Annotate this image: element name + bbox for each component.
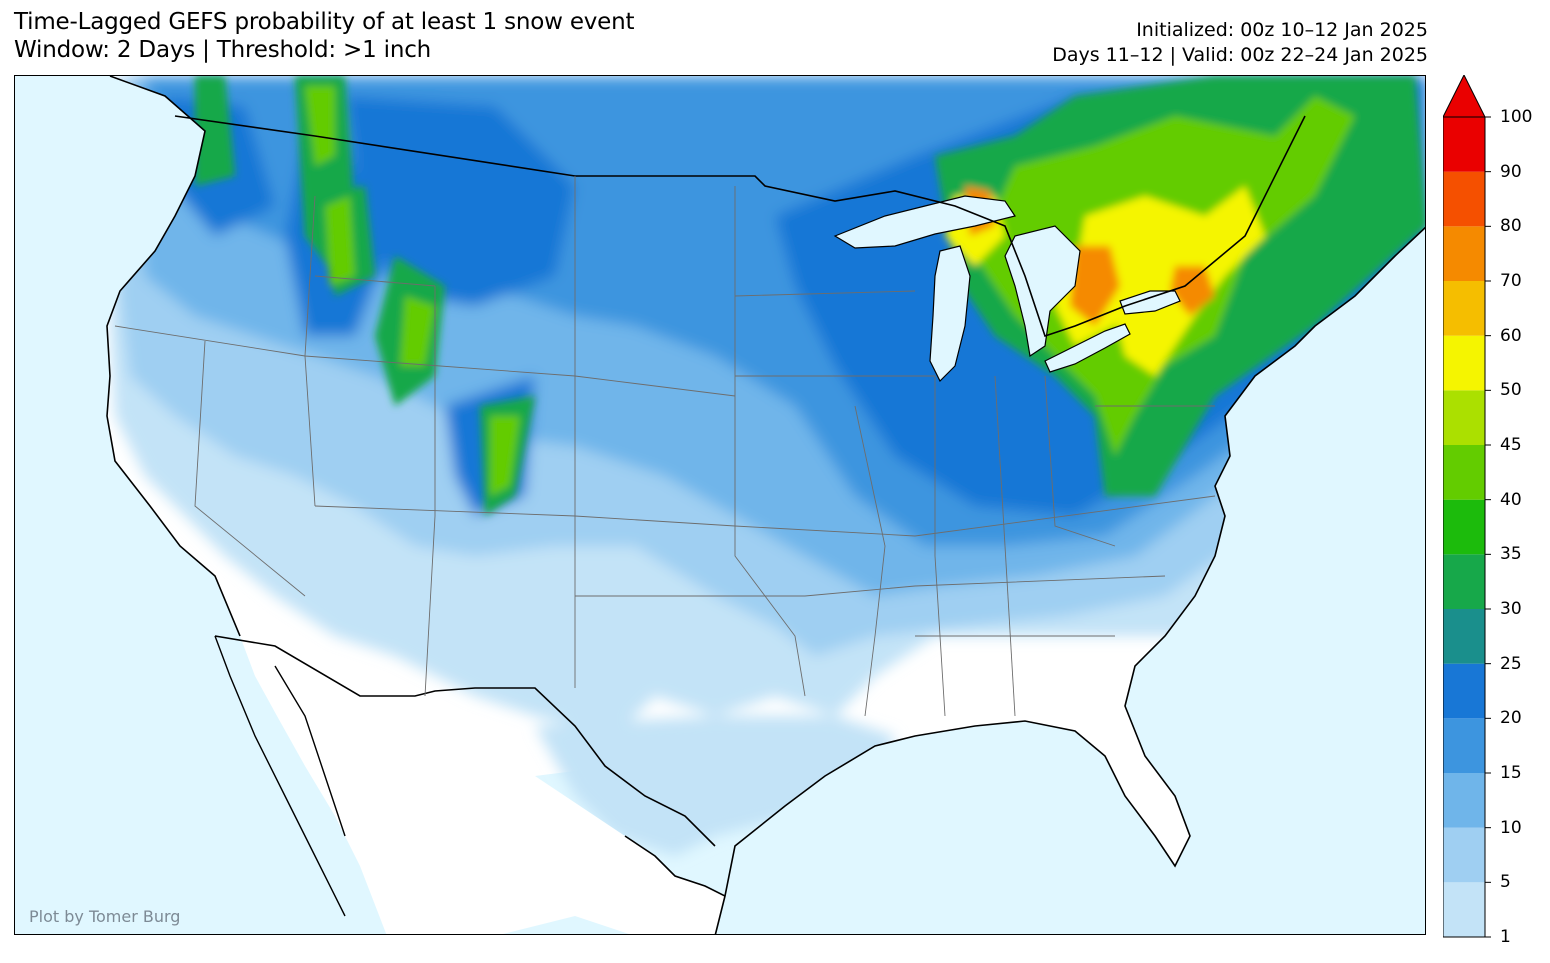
map-panel: Plot by Tomer Burg [14,75,1426,935]
colorbar-tick-label: 100 [1500,107,1533,127]
colorbar-bin [1443,226,1485,281]
colorbar-bin [1443,718,1485,773]
prob-70-80 [965,186,1215,326]
init-time: Initialized: 00z 10–12 Jan 2025 [1136,19,1428,41]
colorbar-swatches [1443,75,1491,938]
colorbar-frame [1443,116,1486,938]
colorbar: 1 5 10 15 20 25 30 35 40 45 50 60 70 80 90 100 [1443,75,1550,947]
colorbar-tick-label: 20 [1500,708,1522,729]
colorbar-bin [1443,445,1485,500]
credit-text: Plot by Tomer Burg [29,907,181,926]
run-info: Initialized: 00z 10–12 Jan 2025 Days 11–… [1052,18,1428,68]
prob-35-45 [305,86,1355,496]
lake-huron [1004,225,1081,358]
colorbar-bin [1443,773,1485,828]
colorbar-bin [1443,827,1485,883]
lake-erie [1044,323,1131,373]
colorbar-bin [1443,663,1485,719]
colorbar-tick-label: 10 [1500,817,1522,838]
state-lines [114,176,1216,717]
colorbar-tick-label: 40 [1500,489,1522,510]
colorbar-bin [1443,117,1485,172]
colorbar-tick-label: 35 [1500,544,1522,565]
colorbar-extend-arrow [1443,75,1486,118]
coastline [106,76,241,637]
map-subtitle: Window: 2 Days | Threshold: >1 inch [14,37,432,63]
colorbar-bin [1443,609,1485,664]
colorbar-bin [1443,281,1485,336]
colorbar-tick-label: 45 [1500,435,1522,455]
valid-time: Days 11–12 | Valid: 00z 22–24 Jan 2025 [1052,44,1428,66]
colorbar-tick-label: 1 [1500,927,1511,947]
colorbar-bin [1443,882,1485,937]
colorbar-bin [1443,554,1485,609]
colorbar-tick-label: 90 [1500,161,1522,182]
lake-michigan [929,245,971,383]
colorbar-tick-label: 60 [1500,325,1522,346]
colorbar-tick-label: 70 [1500,271,1522,291]
us-mexico-border [214,635,716,847]
colorbar-bin [1443,335,1485,391]
colorbar-bin [1443,390,1485,445]
colorbar-tick-label: 30 [1500,599,1522,619]
colorbar-tick-label: 25 [1500,653,1522,674]
baja-peninsula [214,635,346,917]
colorbar-tick-label: 80 [1500,216,1522,237]
us-canada-border [174,115,1306,338]
gulf-coastline [624,226,1425,934]
colorbar-tick-label: 15 [1500,763,1522,783]
lake-ontario [1119,290,1181,315]
prob-1-5-texas [535,716,895,856]
colorbar-tick-label: 50 [1500,380,1522,401]
lake-superior [833,195,1016,249]
colorbar-bin [1443,171,1485,227]
colorbar-bin [1443,499,1485,555]
colorbar-tick-label: 5 [1500,872,1511,893]
map-title: Time-Lagged GEFS probability of at least… [14,9,635,35]
probability-map [106,76,1425,934]
title-block: Time-Lagged GEFS probability of at least… [14,8,635,64]
